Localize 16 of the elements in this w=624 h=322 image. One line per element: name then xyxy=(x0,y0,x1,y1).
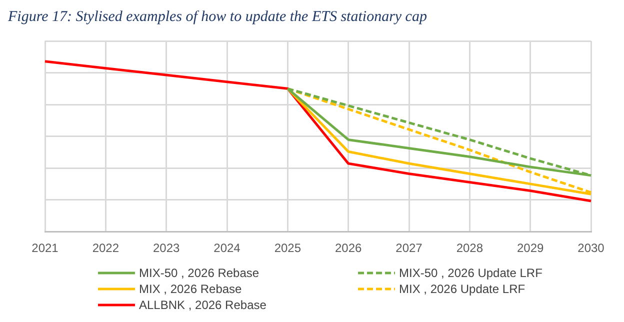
x-tick-label: 2030 xyxy=(578,241,605,256)
chart-title: Figure 17: Stylised examples of how to update the ETS stationary cap xyxy=(8,8,428,27)
x-tick-label: 2029 xyxy=(516,241,544,256)
legend-label: MIX-50 , 2026 Update LRF xyxy=(399,266,542,280)
x-tick-label: 2024 xyxy=(214,241,241,256)
x-tick-label: 2022 xyxy=(92,241,120,256)
x-tick-label: 2025 xyxy=(274,241,302,256)
legend-label: ALLBNK , 2026 Rebase xyxy=(139,298,266,312)
x-tick-label: 2027 xyxy=(396,241,423,256)
legend-label: MIX , 2026 Rebase xyxy=(139,282,242,296)
legend-label: MIX-50 , 2026 Rebase xyxy=(139,266,260,280)
x-tick-label: 2023 xyxy=(152,241,180,256)
x-tick-label: 2028 xyxy=(456,241,484,256)
x-tick-label: 2021 xyxy=(32,241,59,256)
legend-label: MIX , 2026 Update LRF xyxy=(399,282,526,296)
x-tick-label: 2026 xyxy=(334,241,362,256)
